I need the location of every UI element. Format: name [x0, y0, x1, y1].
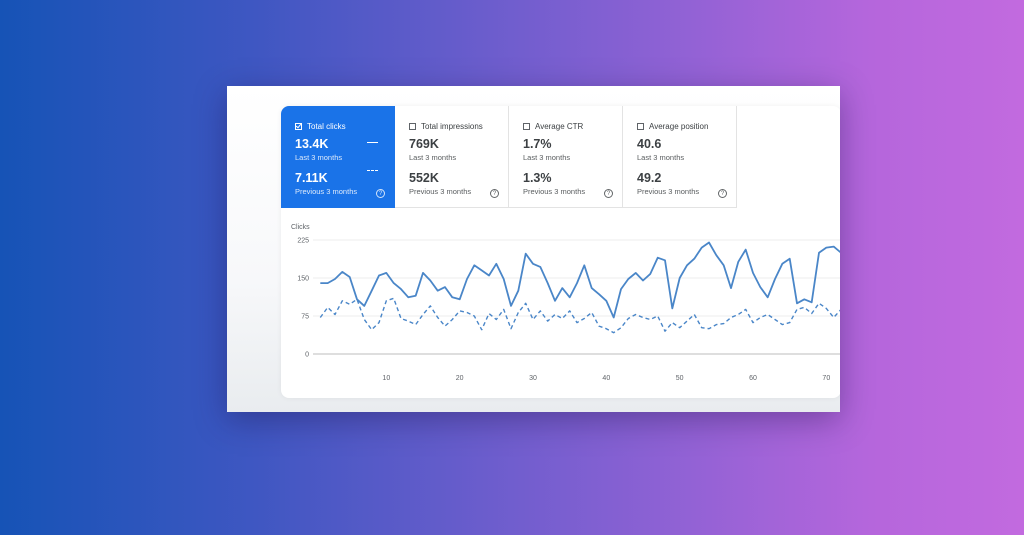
checkbox-icon[interactable] — [523, 123, 530, 130]
metric-period: Last 3 months — [523, 153, 571, 162]
metric-period: Last 3 months — [637, 153, 685, 162]
metric-label: Average CTR — [535, 122, 584, 131]
y-tick-label: 150 — [297, 276, 309, 283]
metric-period: Last 3 months — [295, 153, 343, 162]
metric-tiles: Total clicks 13.4K Last 3 months 7.11K P… — [281, 106, 737, 208]
metric-prev-period: Previous 3 months — [637, 187, 700, 196]
metric-label: Average position — [649, 122, 709, 131]
metric-value: 13.4K — [295, 137, 329, 151]
clicks-line-chart: Clicks 0 75 150 225 10 20 30 40 50 60 70 — [291, 224, 840, 382]
search-console-panel: Total clicks 13.4K Last 3 months 7.11K P… — [227, 86, 840, 412]
metric-tile-average-position[interactable]: Average position 40.6 Last 3 months 49.2… — [623, 106, 737, 208]
metric-prev-value: 49.2 — [637, 171, 662, 185]
x-tick-label: 50 — [676, 375, 684, 382]
y-tick-label: 225 — [297, 238, 309, 245]
y-tick-label: 75 — [301, 314, 309, 321]
metric-label: Total impressions — [421, 122, 483, 131]
metric-value: 40.6 — [637, 137, 662, 151]
series-line-last-3-months — [320, 241, 840, 319]
checkbox-icon[interactable] — [409, 123, 416, 130]
x-tick-label: 60 — [749, 375, 757, 382]
help-icon[interactable]: ? — [604, 189, 613, 198]
metric-prev-value: 7.11K — [295, 171, 328, 185]
checkbox-checked-icon[interactable] — [295, 123, 302, 130]
x-tick-label: 40 — [602, 375, 610, 382]
y-axis-label: Clicks — [291, 224, 310, 231]
checkbox-icon[interactable] — [637, 123, 644, 130]
dashed-line-legend-icon — [367, 170, 378, 171]
metric-prev-value: 1.3% — [523, 171, 552, 185]
y-tick-label: 0 — [305, 352, 309, 359]
performance-card: Total clicks 13.4K Last 3 months 7.11K P… — [281, 106, 840, 398]
series-line-previous-3-months — [319, 297, 840, 334]
metric-value: 769K — [409, 137, 439, 151]
metric-prev-period: Previous 3 months — [409, 187, 472, 196]
x-tick-label: 20 — [456, 375, 464, 382]
solid-line-legend-icon — [367, 142, 378, 143]
x-tick-label: 30 — [529, 375, 537, 382]
x-tick-label: 70 — [822, 375, 830, 382]
metric-period: Last 3 months — [409, 153, 457, 162]
help-icon[interactable]: ? — [718, 189, 727, 198]
metric-prev-period: Previous 3 months — [295, 187, 358, 196]
metric-label: Total clicks — [307, 122, 346, 131]
metric-prev-period: Previous 3 months — [523, 187, 586, 196]
x-tick-label: 10 — [382, 375, 390, 382]
metric-value: 1.7% — [523, 137, 552, 151]
help-icon[interactable]: ? — [490, 189, 499, 198]
metric-tile-total-clicks[interactable]: Total clicks 13.4K Last 3 months 7.11K P… — [281, 106, 395, 208]
help-icon[interactable]: ? — [376, 189, 385, 198]
metric-tile-average-ctr[interactable]: Average CTR 1.7% Last 3 months 1.3% Prev… — [509, 106, 623, 208]
metric-tile-total-impressions[interactable]: Total impressions 769K Last 3 months 552… — [395, 106, 509, 208]
metric-prev-value: 552K — [409, 171, 439, 185]
